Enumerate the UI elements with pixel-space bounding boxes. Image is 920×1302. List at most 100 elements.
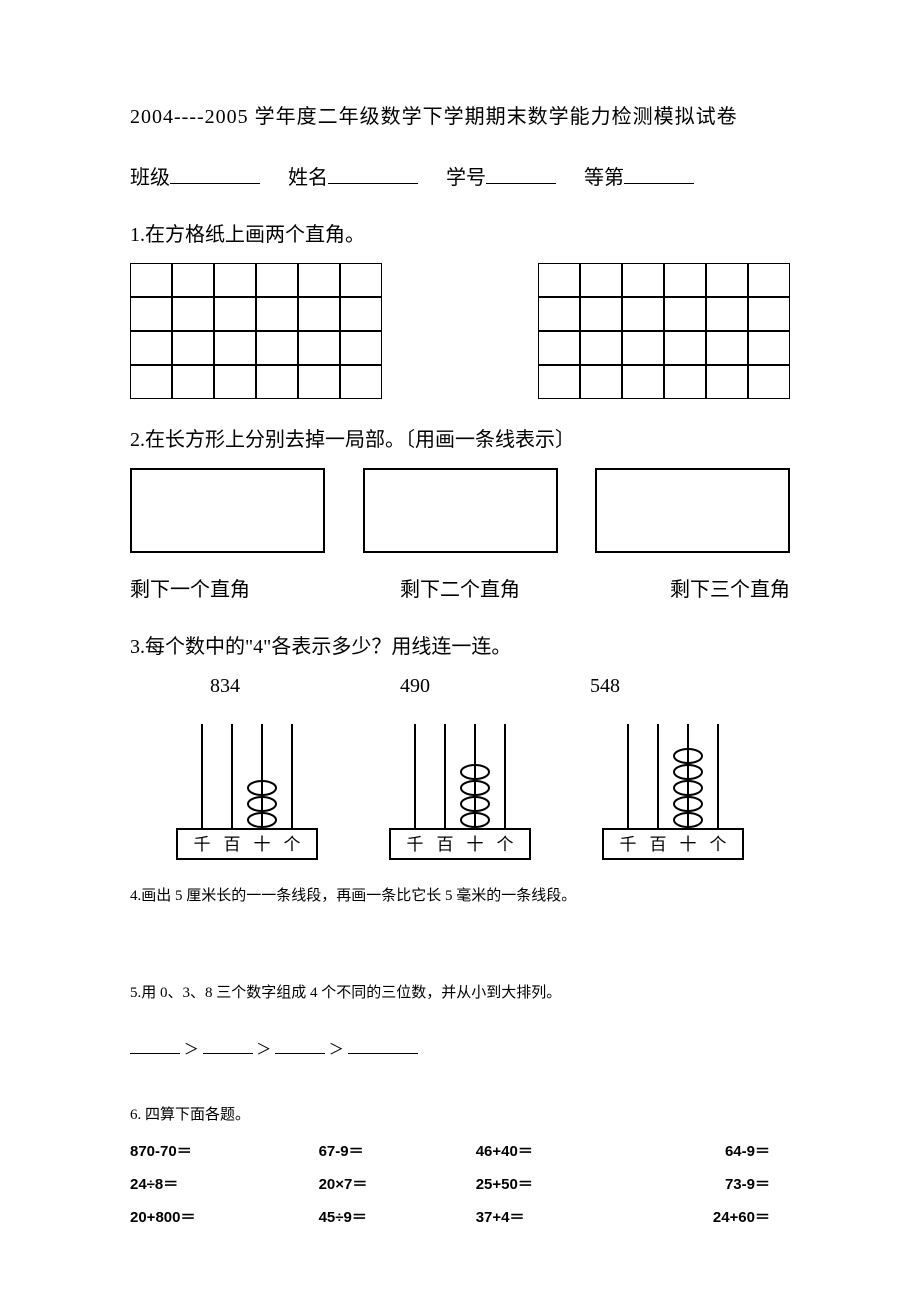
grid-cell — [580, 263, 622, 297]
grid-cell — [214, 263, 256, 297]
id-field: 学号 — [446, 161, 556, 190]
q5-blank-3[interactable] — [275, 1039, 325, 1054]
rect-1[interactable] — [130, 468, 325, 553]
grid-cell — [580, 297, 622, 331]
q6-grid: 870-70＝67-9＝46+40＝64-9＝24÷8＝20×7＝25+50＝7… — [130, 1140, 790, 1227]
grid-cell — [214, 331, 256, 365]
grid-cell — [172, 263, 214, 297]
grade-blank[interactable] — [624, 164, 694, 184]
grid-cell — [340, 365, 382, 399]
q6-text: 6. 四算下面各题。 — [130, 1103, 790, 1124]
equation: 64-9＝ — [633, 1140, 790, 1161]
svg-text:百: 百 — [650, 835, 667, 854]
q2-labels: 剩下一个直角 剩下二个直角 剩下三个直角 — [130, 573, 790, 602]
q2-label-2: 剩下二个直角 — [363, 573, 558, 602]
equation: 73-9＝ — [633, 1173, 790, 1194]
grid-cell — [622, 297, 664, 331]
grid-cell — [538, 263, 580, 297]
svg-text:百: 百 — [436, 835, 453, 854]
grid-cell — [340, 331, 382, 365]
grid-cell — [706, 297, 748, 331]
rect-3[interactable] — [595, 468, 790, 553]
grid-cell — [130, 365, 172, 399]
svg-text:个: 个 — [710, 835, 727, 854]
id-blank[interactable] — [486, 164, 556, 184]
svg-text:百: 百 — [223, 835, 240, 854]
grid-cell — [130, 297, 172, 331]
grid-cell — [256, 263, 298, 297]
equation: 67-9＝ — [319, 1140, 476, 1161]
q3-abacus-row: 千百十个千百十个千百十个 — [130, 714, 790, 864]
name-blank[interactable] — [328, 164, 418, 184]
name-label: 姓名 — [288, 161, 328, 190]
grid-cell — [580, 365, 622, 399]
q5-blank-2[interactable] — [203, 1039, 253, 1054]
grid-cell — [214, 297, 256, 331]
grid-cell — [172, 331, 214, 365]
q3-numbers: 834 490 548 — [130, 675, 790, 698]
q2-text: 2.在长方形上分别去掉一局部。〔用画一条线表示〕 — [130, 423, 790, 452]
equation: 45÷9＝ — [319, 1206, 476, 1227]
grid-cell — [256, 365, 298, 399]
id-label: 学号 — [446, 161, 486, 190]
grid-cell — [706, 365, 748, 399]
grid-cell — [622, 331, 664, 365]
abacus-1[interactable]: 千百十个 — [162, 714, 332, 864]
grid-cell — [298, 365, 340, 399]
grid-cell — [748, 365, 790, 399]
grid-cell — [664, 365, 706, 399]
svg-text:十: 十 — [466, 835, 483, 854]
svg-text:个: 个 — [283, 835, 300, 854]
grid-cell — [298, 331, 340, 365]
q5-blank-4[interactable] — [348, 1039, 418, 1054]
grid-cell — [340, 263, 382, 297]
class-field: 班级 — [130, 161, 260, 190]
abacus-2[interactable]: 千百十个 — [375, 714, 545, 864]
grid-cell — [340, 297, 382, 331]
equation: 24+60＝ — [633, 1206, 790, 1227]
equation: 37+4＝ — [476, 1206, 633, 1227]
svg-text:千: 千 — [193, 835, 210, 854]
q3-num-2: 490 — [400, 675, 430, 698]
grid-cell — [748, 331, 790, 365]
grid-cell — [622, 263, 664, 297]
rect-2[interactable] — [363, 468, 558, 553]
grid-cell — [538, 297, 580, 331]
q4-text: 4.画出 5 厘米长的一一条线段，再画一条比它长 5 毫米的一条线段。 — [130, 884, 790, 905]
grid-cell — [706, 331, 748, 365]
svg-text:千: 千 — [406, 835, 423, 854]
q2-label-3: 剩下三个直角 — [595, 573, 790, 602]
q3-num-3: 548 — [590, 675, 620, 698]
q4-workspace[interactable] — [130, 921, 790, 981]
grid-cell — [706, 263, 748, 297]
grid-cell — [580, 331, 622, 365]
name-field: 姓名 — [288, 161, 418, 190]
q5-blanks: ＞ ＞ ＞ — [130, 1038, 790, 1059]
grid-right[interactable] — [538, 263, 790, 399]
grid-cell — [664, 263, 706, 297]
class-blank[interactable] — [170, 164, 260, 184]
q2-label-1: 剩下一个直角 — [130, 573, 325, 602]
student-info-row: 班级 姓名 学号 等第 — [130, 161, 790, 190]
grid-cell — [172, 297, 214, 331]
q1-grids — [130, 263, 790, 399]
grid-cell — [256, 331, 298, 365]
svg-text:十: 十 — [253, 835, 270, 854]
grid-cell — [664, 331, 706, 365]
grid-cell — [538, 331, 580, 365]
abacus-3[interactable]: 千百十个 — [588, 714, 758, 864]
grid-cell — [298, 263, 340, 297]
svg-text:千: 千 — [620, 835, 637, 854]
q3-text: 3.每个数中的"4"各表示多少？用线连一连。 — [130, 630, 790, 659]
grid-cell — [130, 331, 172, 365]
svg-text:十: 十 — [680, 835, 697, 854]
svg-text:个: 个 — [496, 835, 513, 854]
equation: 20×7＝ — [319, 1173, 476, 1194]
q2-rects — [130, 468, 790, 553]
grid-cell — [130, 263, 172, 297]
equation: 870-70＝ — [130, 1140, 319, 1161]
grid-left[interactable] — [130, 263, 382, 399]
q5-sep-1: ＞ — [184, 1042, 199, 1058]
grid-cell — [172, 365, 214, 399]
q5-blank-1[interactable] — [130, 1039, 180, 1054]
